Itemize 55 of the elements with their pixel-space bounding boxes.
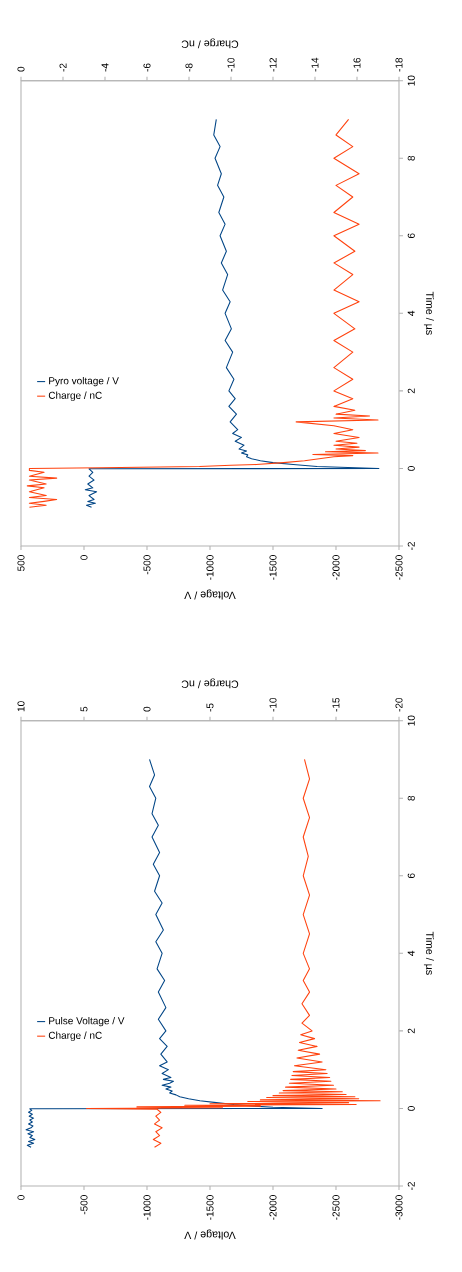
x2-tick-label: 10 <box>17 701 25 712</box>
y-axis-title: Time / µs <box>423 291 434 335</box>
x-axis-title: Voltage / V <box>184 1229 236 1240</box>
y-tick-label: 10 <box>407 715 415 726</box>
y-tick-label: 10 <box>407 75 415 86</box>
y-tick-label: 2 <box>407 1028 415 1034</box>
y-tick-label: -2 <box>407 1182 415 1190</box>
x2-tick-label: -5 <box>206 703 214 712</box>
x-tick-label: -1000 <box>206 555 214 580</box>
legend-label: Pyro voltage / V <box>49 376 119 387</box>
x-tick-label: -3000 <box>395 1195 403 1220</box>
x2-tick-label: -20 <box>395 697 403 712</box>
x-tick-label: -2500 <box>332 1195 340 1220</box>
x-tick-label: -2000 <box>332 555 340 580</box>
x2-axis-title: Charge / nC <box>181 38 239 49</box>
y-tick-label: 6 <box>407 233 415 239</box>
x2-tick-label: -4 <box>101 63 109 72</box>
x2-tick-label: -16 <box>353 57 361 72</box>
y-tick-label: -2 <box>407 542 415 550</box>
x-tick-label: 500 <box>17 555 25 571</box>
x2-tick-label: -14 <box>311 57 319 72</box>
x-tick-label: -2000 <box>269 1195 277 1220</box>
legend-label: Charge / nC <box>48 391 102 401</box>
x-axis-title: Voltage / V <box>184 589 236 600</box>
y-tick-label: 8 <box>407 155 415 161</box>
x2-tick-label: -12 <box>269 58 277 72</box>
y-tick-label: 0 <box>407 1106 415 1111</box>
y-tick-label: 6 <box>407 873 415 879</box>
x2-tick-label: -8 <box>185 63 193 72</box>
x-tick-label: -1500 <box>206 1195 214 1220</box>
legend-label: Charge / nC <box>48 1031 102 1041</box>
x-tick-label: -500 <box>143 555 151 575</box>
x2-tick-label: 0 <box>143 706 151 712</box>
x-tick-label: -1500 <box>269 555 277 580</box>
x2-tick-label: 5 <box>80 706 88 712</box>
x2-tick-label: -6 <box>143 63 151 72</box>
x-tick-label: 0 <box>17 1195 25 1200</box>
x2-axis-title: Charge / nC <box>181 678 239 689</box>
x2-tick-label: -2 <box>59 63 67 72</box>
x-tick-label: -1000 <box>143 1195 151 1220</box>
x2-tick-label: -10 <box>269 697 277 712</box>
x-tick-label: -500 <box>80 1195 88 1215</box>
legend-label: Pulse Voltage / V <box>49 1016 125 1027</box>
y-tick-label: 4 <box>407 950 415 956</box>
x2-tick-label: -18 <box>395 57 403 72</box>
y-axis-title: Time / µs <box>423 931 434 975</box>
y-tick-label: 4 <box>407 310 415 316</box>
x-tick-label: 0 <box>80 555 88 560</box>
x2-tick-label: -15 <box>332 697 340 712</box>
y-tick-label: 8 <box>407 795 415 801</box>
x2-tick-label: -10 <box>227 57 235 72</box>
x-tick-label: -2500 <box>395 555 403 580</box>
y-tick-label: 2 <box>407 388 415 394</box>
x2-tick-label: 0 <box>17 66 25 72</box>
y-tick-label: 0 <box>407 466 415 471</box>
